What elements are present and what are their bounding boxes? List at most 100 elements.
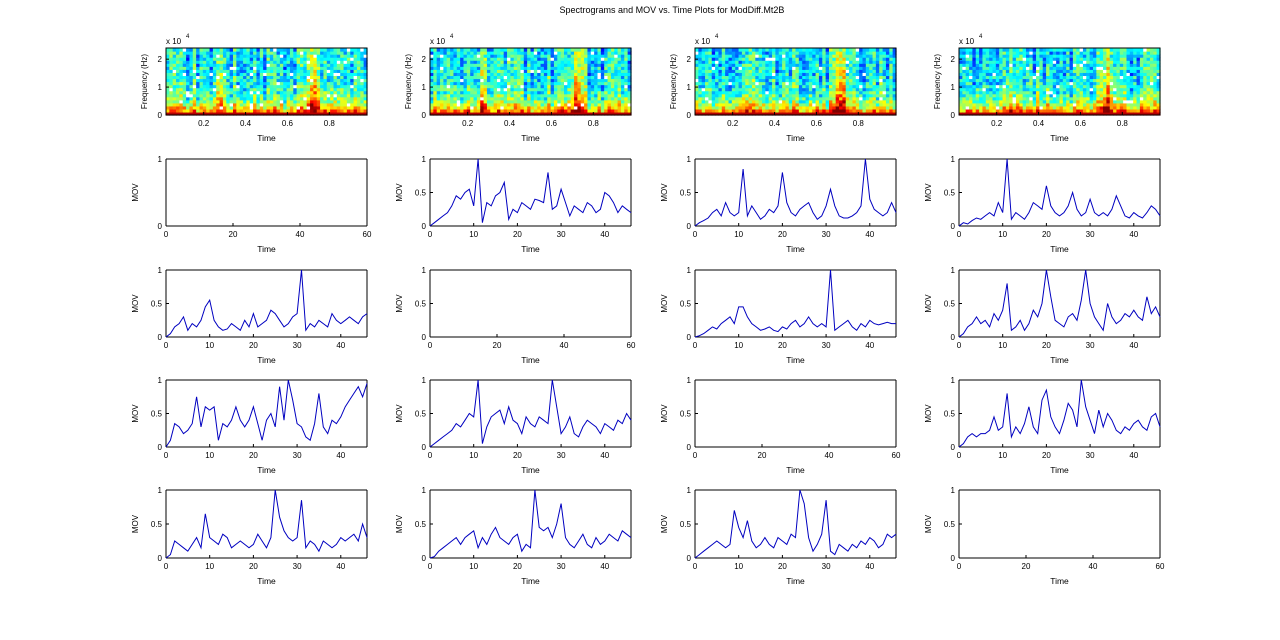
spectrogram-cell (889, 81, 894, 86)
spectrogram-cell (1072, 51, 1077, 55)
spectrogram-cell (812, 48, 817, 52)
spectrogram-cell (453, 48, 458, 52)
spectrogram-cell (286, 84, 291, 89)
spectrogram-cell (751, 78, 756, 83)
spectrogram-cell (982, 105, 987, 110)
spectrogram-cell (340, 96, 345, 101)
spectrogram-cell (540, 105, 545, 110)
spectrogram-cell (812, 93, 817, 98)
spectrogram-cell (600, 84, 605, 89)
spectrogram-cell (1062, 69, 1067, 73)
spectrogram-cell (775, 57, 780, 61)
spectrogram-cell (1099, 111, 1104, 116)
spectrogram-cell (711, 69, 716, 73)
spectrogram-cell (256, 78, 261, 83)
spectrogram-cell (553, 75, 558, 80)
spectrogram-cell (772, 102, 776, 107)
spectrogram-cell (226, 48, 231, 52)
spectrogram-cell (1019, 87, 1024, 92)
spectrogram-cell (490, 111, 495, 116)
spectrogram-cell (166, 69, 170, 73)
spectrogram-cell (1089, 96, 1094, 101)
spectrogram-cell (433, 66, 438, 70)
spectrogram-cell (1052, 102, 1057, 107)
spectrogram-cell (289, 54, 294, 58)
spectrogram-cell (989, 57, 994, 61)
spectrogram-cell (1066, 108, 1071, 113)
spectrogram-cell (785, 66, 790, 70)
spectrogram-cell (570, 90, 575, 95)
spectrogram-cell (962, 69, 967, 73)
spectrogram-cell (520, 102, 525, 107)
spectrogram-cell (728, 102, 733, 107)
spectrogram-cell (889, 54, 894, 58)
spectrogram-cell (179, 72, 184, 77)
spectrogram-cell (513, 69, 518, 73)
spectrogram-cell (849, 51, 854, 55)
spectrogram-cell (523, 111, 528, 116)
spectrogram-cell (604, 72, 609, 77)
spectrogram-cell (433, 108, 438, 113)
spectrogram-cell (253, 78, 258, 83)
spectrogram-cell (985, 57, 990, 61)
spectrogram-cell (1005, 96, 1010, 101)
spectrogram-cell (818, 63, 823, 67)
spectrogram-cell (316, 69, 321, 73)
spectrogram-cell (300, 75, 304, 80)
spectrogram-cell (852, 66, 857, 70)
spectrogram-cell (229, 60, 234, 64)
spectrogram-cell (872, 48, 877, 52)
spectrogram-cell (256, 102, 261, 107)
spectrogram-cell (745, 108, 750, 113)
spectrogram-cell (350, 87, 355, 92)
spectrogram-cell (473, 84, 478, 89)
spectrogram-cell (463, 72, 468, 77)
spectrogram-cell (537, 111, 542, 116)
spectrogram-cell (450, 78, 455, 83)
spectrogram-cell (808, 102, 813, 107)
spectrogram-cell (306, 60, 311, 64)
spectrogram-cell (543, 93, 548, 98)
spectrogram-cell (969, 87, 973, 92)
spectrogram-cell (216, 105, 221, 110)
spectrogram-cell (751, 54, 756, 58)
spectrogram-cell (510, 102, 515, 107)
spectrogram-cell (186, 102, 191, 107)
spectrogram-cell (1079, 54, 1084, 58)
spectrogram-cell (212, 72, 217, 77)
spectrogram-cell (751, 96, 756, 101)
spectrogram-cell (196, 102, 201, 107)
spectrogram-cell (745, 78, 750, 83)
spectrogram-cell (711, 78, 716, 83)
spectrogram-cell (186, 54, 191, 58)
spectrogram-cell (979, 69, 984, 73)
spectrogram-cell (433, 93, 438, 98)
spectrogram-cell (775, 105, 780, 110)
spectrogram-cell (711, 102, 716, 107)
spectrogram-cell (530, 72, 535, 77)
spectrogram-cell (705, 57, 709, 61)
spectrogram-cell (523, 60, 528, 64)
spectrogram-cell (219, 90, 224, 95)
spectrogram-cell (705, 99, 709, 104)
spectrogram-cell (788, 93, 793, 98)
spectrogram-cell (587, 93, 592, 98)
spectrogram-cell (483, 111, 488, 116)
spectrogram-cell (1002, 51, 1007, 55)
spectrogram-cell (798, 69, 803, 73)
spectrogram-cell (446, 102, 451, 107)
spectrogram-cell (523, 90, 528, 95)
spectrogram-cell (607, 105, 612, 110)
spectrogram-cell (253, 108, 258, 113)
spectrogram-cell (246, 96, 251, 101)
spectrogram-cell (199, 66, 204, 70)
spectrogram-cell (721, 108, 726, 113)
spectrogram-cell (808, 87, 813, 92)
spectrogram-cell (330, 69, 335, 73)
spectrogram-cell (313, 108, 318, 113)
spectrogram-cell (835, 54, 840, 58)
spectrogram-cell (310, 84, 314, 89)
spectrogram-cell (523, 75, 528, 80)
spectrogram-cell (792, 48, 797, 52)
spectrogram-cell (728, 99, 733, 104)
